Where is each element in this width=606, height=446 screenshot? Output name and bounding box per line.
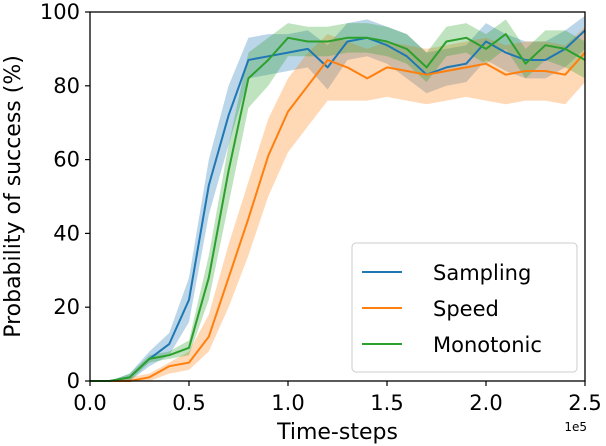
y-axis-ticks: 0 20 40 60 80 100 [40,0,90,393]
band-sampling [90,15,585,381]
y-tick-label: 80 [53,74,80,98]
x-axis-ticks: 0.0 0.5 1.0 1.5 2.0 2.5 [73,381,602,415]
legend-box [351,242,578,373]
series-lines [90,29,586,382]
y-tick-label: 60 [53,148,80,172]
y-tick-label: 100 [40,0,80,24]
x-tick-label: 1.0 [271,391,304,415]
x-tick-label: 0.0 [73,391,106,415]
line-monotonic [90,33,586,382]
x-tick-label: 0.5 [172,391,205,415]
band-speed [90,26,585,382]
y-axis-label: Probability of success (%) [1,55,26,338]
x-tick-label: 2.0 [469,391,502,415]
y-tick-label: 0 [67,369,80,393]
x-tick-label: 1.5 [370,391,403,415]
x-axis-label: Time-steps [276,420,398,445]
y-tick-label: 40 [53,221,80,245]
legend-label-sampling: Sampling [433,261,531,285]
x-axis-offset-label: 1e5 [564,420,587,434]
legend-label-monotonic: Monotonic [433,333,542,357]
plot-frame [89,11,586,382]
line-sampling [90,29,586,382]
x-tick-label: 2.5 [568,391,601,415]
legend: Sampling Speed Monotonic [351,242,578,373]
legend-label-speed: Speed [433,297,499,321]
y-tick-label: 20 [53,295,80,319]
line-speed [90,51,586,382]
